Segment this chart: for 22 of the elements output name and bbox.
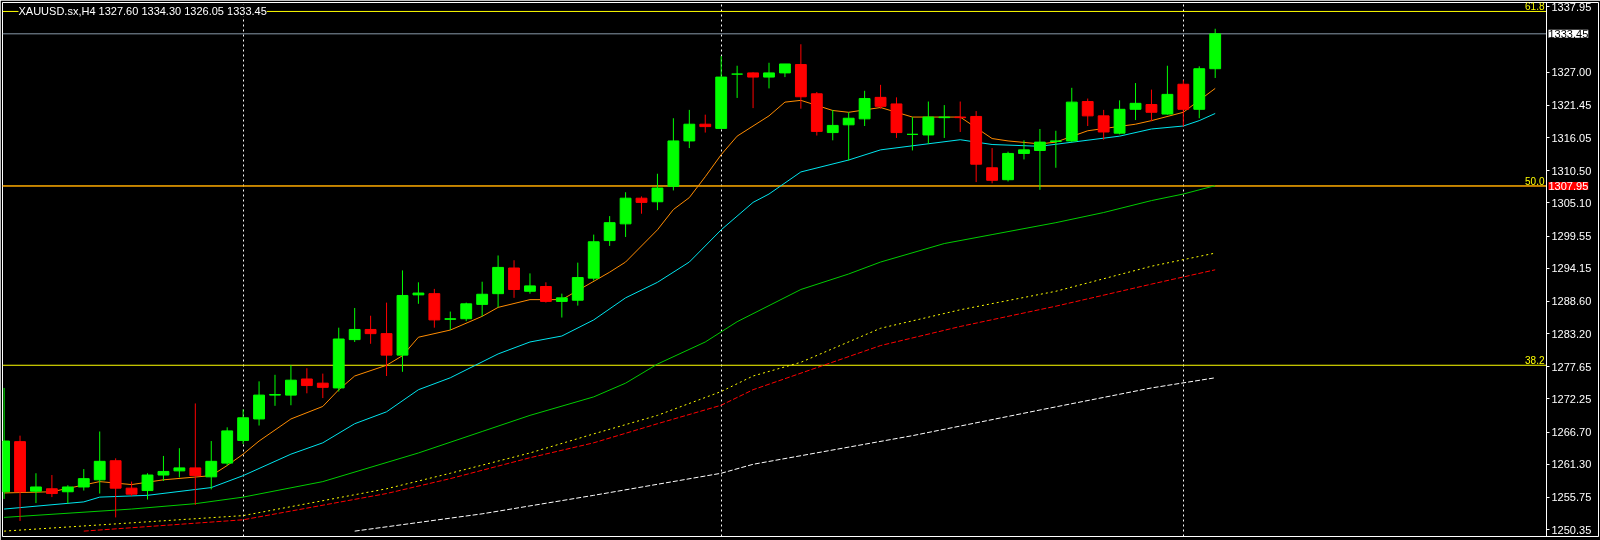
y-tick-label: 1255.75 (1551, 491, 1592, 504)
annotation: 50.0 (1525, 175, 1545, 187)
y-tick-label: 1266.70 (1551, 426, 1592, 439)
y-tick-label: 1310.50 (1551, 164, 1592, 177)
chart-title: XAUUSD.sx,H4 1327.60 1334.30 1326.05 1333.45 (18, 4, 267, 17)
y-tick-label: 1250.35 (1551, 523, 1592, 536)
y-tick-label: 1337.95 (1551, 0, 1592, 13)
ref-line-label: 1307.95 (1548, 179, 1589, 192)
annotation: 38.2 (1525, 355, 1545, 367)
annotation: 61.8 (1525, 1, 1545, 13)
y-tick-label: 1277.65 (1551, 360, 1592, 373)
ref-line-label: 1333.45 (1548, 27, 1589, 40)
y-tick-label: 1288.60 (1551, 295, 1592, 308)
y-tick-label: 1316.05 (1551, 131, 1592, 144)
y-tick-label: 1261.30 (1551, 458, 1592, 471)
y-tick-label: 1305.10 (1551, 196, 1592, 209)
y-tick-label: 1327.00 (1551, 66, 1592, 79)
y-tick-label: 1272.25 (1551, 392, 1592, 405)
y-tick-label: 1283.20 (1551, 327, 1592, 340)
y-tick-label: 1321.45 (1551, 99, 1592, 112)
y-tick-label: 1299.55 (1551, 230, 1592, 243)
y-tick-label: 1294.15 (1551, 262, 1592, 275)
